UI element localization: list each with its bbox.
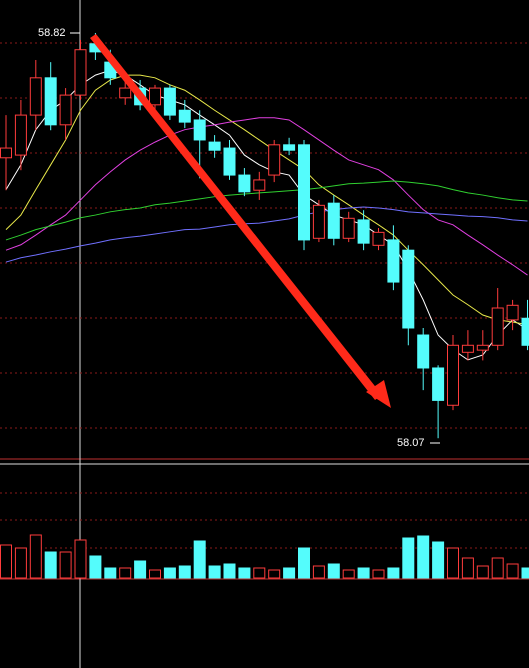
candle-body <box>387 239 400 283</box>
candle-body <box>59 94 72 126</box>
candle-body <box>506 304 519 321</box>
moving-average-line <box>5 74 528 326</box>
candle-body <box>402 249 415 329</box>
volume-bar <box>506 563 519 579</box>
moving-average-line <box>5 69 528 361</box>
candle-body <box>327 202 340 239</box>
candle-body <box>74 49 87 96</box>
candle-body <box>268 144 281 176</box>
volume-bar <box>387 567 400 579</box>
volume-bar <box>119 567 132 579</box>
volume-bar <box>357 567 370 579</box>
volume-bar <box>178 565 191 579</box>
volume-bar <box>327 563 340 579</box>
volume-bar <box>372 569 385 579</box>
volume-bar <box>89 555 102 579</box>
volume-bar <box>268 569 281 579</box>
volume-bar <box>402 537 415 579</box>
candle-body <box>238 174 251 193</box>
candle-body <box>312 204 325 239</box>
volume-bar <box>417 535 430 579</box>
volume-bar <box>59 551 72 579</box>
volume-bar <box>149 569 161 579</box>
volume-bar <box>447 547 459 579</box>
volume-bar <box>14 547 27 579</box>
candle-body <box>0 147 12 159</box>
moving-average-line <box>5 117 528 276</box>
candle-body <box>342 217 355 239</box>
candle-body <box>417 334 430 369</box>
volume-bar <box>134 560 147 579</box>
candle-body <box>29 77 42 116</box>
candle-body <box>491 307 504 346</box>
candle-body <box>14 114 27 156</box>
volume-bar <box>193 540 206 579</box>
candle-body <box>521 317 529 346</box>
volume-bar <box>432 541 445 579</box>
low-label: 58.07 <box>397 437 425 449</box>
trend-arrow-shaft <box>90 34 382 400</box>
candle-body <box>208 141 221 151</box>
candle-body <box>149 87 161 106</box>
volume-bar <box>163 567 176 579</box>
candle-body <box>283 144 296 151</box>
volume-bar <box>298 547 310 579</box>
plot <box>0 32 529 579</box>
volume-bar <box>29 534 42 579</box>
candle-body <box>253 179 266 191</box>
volume-bar <box>208 565 221 579</box>
moving-average-line <box>5 206 528 263</box>
volume-bar <box>238 567 251 579</box>
trend-arrow-head <box>366 380 391 408</box>
candle-body <box>447 344 459 406</box>
volume-bar <box>74 539 87 579</box>
candle-body <box>193 119 206 141</box>
high-label: 58.82 <box>38 27 66 39</box>
candle-body <box>44 77 57 126</box>
volume-bar <box>44 551 57 579</box>
candle-body <box>372 231 385 246</box>
candle-body <box>476 344 489 351</box>
volume-bar <box>0 544 12 579</box>
candle-body <box>178 109 191 123</box>
candle-body <box>223 147 236 176</box>
volume-bar <box>283 567 296 579</box>
volume-bar <box>491 557 504 579</box>
volume-bar <box>253 567 266 579</box>
volume-bar <box>312 565 325 579</box>
candle-body <box>357 219 370 244</box>
candle-body <box>461 344 474 353</box>
volume-bar <box>476 565 489 579</box>
volume-bar <box>223 563 236 579</box>
candle-body <box>432 367 445 401</box>
volume-bar <box>104 567 117 579</box>
candle-body <box>163 87 176 116</box>
candle-body <box>298 144 310 241</box>
candle-body <box>119 87 132 99</box>
volume-bar <box>461 557 474 579</box>
moving-average-line <box>5 180 528 241</box>
volume-bar <box>521 567 529 579</box>
volume-bar <box>342 569 355 579</box>
